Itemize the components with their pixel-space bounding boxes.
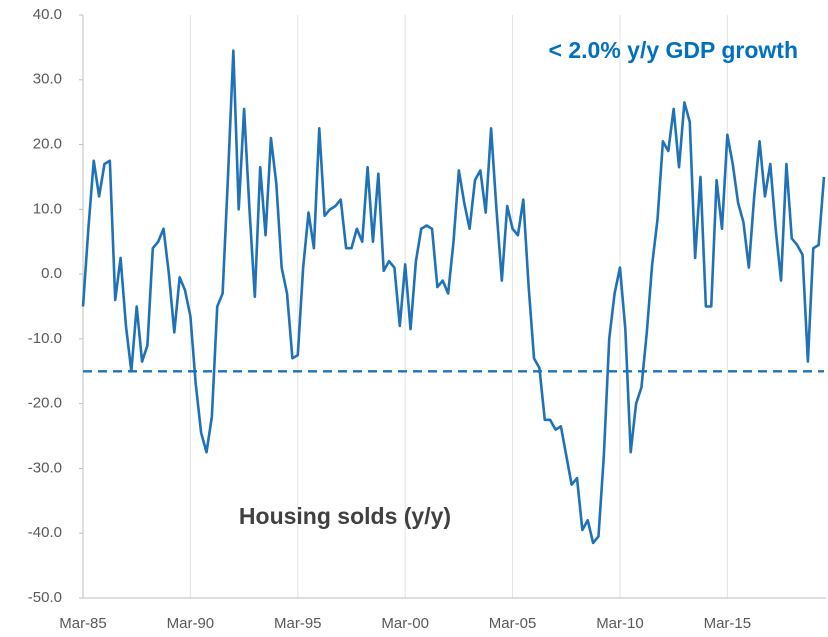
x-tick-label: Mar-85 [59, 615, 107, 632]
annotation: < 2.0% y/y GDP growth [549, 37, 798, 63]
y-tick-label: -30.0 [28, 459, 62, 476]
annotation: Housing solds (y/y) [239, 503, 451, 529]
x-tick-label: Mar-05 [489, 615, 537, 632]
x-tick-label: Mar-95 [274, 615, 322, 632]
y-tick-label: 40.0 [33, 6, 62, 23]
y-tick-label: 10.0 [33, 200, 62, 217]
y-tick-label: 0.0 [41, 265, 62, 282]
y-tick-label: -10.0 [28, 330, 62, 347]
y-tick-label: -20.0 [28, 395, 62, 412]
x-tick-label: Mar-10 [596, 615, 644, 632]
x-tick-label: Mar-00 [381, 615, 429, 632]
y-tick-label: -50.0 [28, 589, 62, 606]
y-tick-label: -40.0 [28, 524, 62, 541]
data-line [81, 49, 826, 545]
y-tick-label: 20.0 [33, 136, 62, 153]
x-tick-label: Mar-15 [704, 615, 752, 632]
x-tick-label: Mar-90 [167, 615, 215, 632]
y-tick-label: 30.0 [33, 71, 62, 88]
